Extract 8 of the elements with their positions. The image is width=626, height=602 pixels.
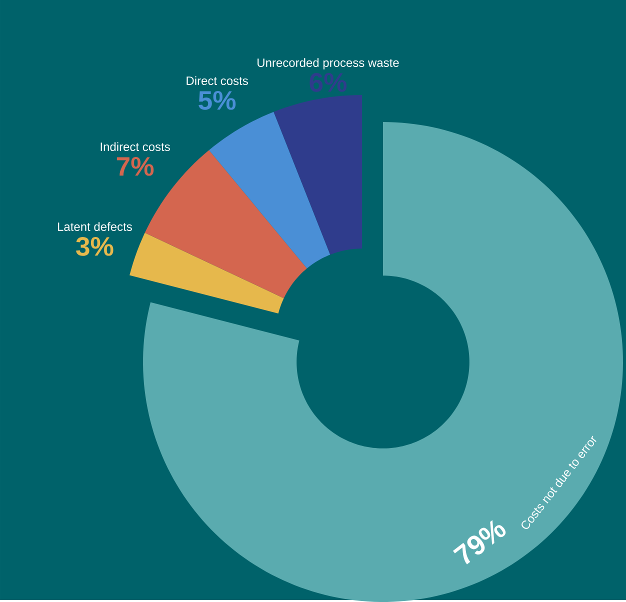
slice-label: Unrecorded process waste xyxy=(258,58,399,70)
slice-label: Direct costs xyxy=(186,76,248,86)
data-label: 3% xyxy=(76,236,114,256)
slice-label: Latent defects xyxy=(58,222,132,231)
data-label: 79% xyxy=(452,520,506,564)
data-label: 7% xyxy=(116,157,154,176)
data-label: 5% xyxy=(198,91,236,110)
slice-label: Indirect costs xyxy=(100,142,170,152)
